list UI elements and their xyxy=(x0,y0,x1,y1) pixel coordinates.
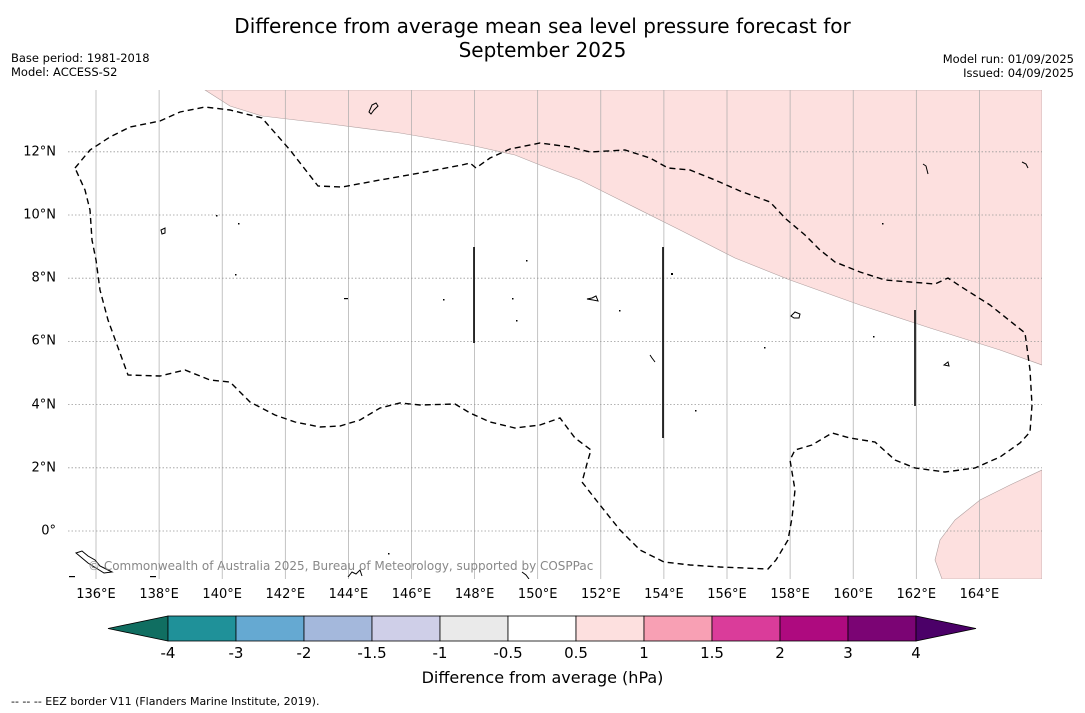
x-tick-label: 148°E xyxy=(454,587,495,602)
x-tick-label: 160°E xyxy=(833,587,873,602)
x-tick-label: 158°E xyxy=(770,587,810,602)
x-tick-label: 150°E xyxy=(517,587,558,602)
title-line-1: Difference from average mean sea level p… xyxy=(234,14,851,38)
x-tick-label: 152°E xyxy=(581,587,621,602)
colorbar-label: 2 xyxy=(775,644,785,662)
y-tick-label: 12°N xyxy=(23,144,56,160)
colorbar-label: 1 xyxy=(639,644,649,662)
x-tick-label: 164°E xyxy=(959,587,1000,602)
model-name: Model: ACCESS-S2 xyxy=(11,65,118,79)
x-tick-label: 156°E xyxy=(707,587,747,602)
x-tick-label: 162°E xyxy=(896,587,937,602)
island-outlines xyxy=(74,102,1029,579)
eez-border xyxy=(74,106,1033,570)
colorbar-label: -2 xyxy=(296,644,312,662)
y-tick-label: 10°N xyxy=(23,207,56,223)
solid-boundaries xyxy=(473,247,916,438)
colorbar-label: 0.5 xyxy=(564,644,588,662)
colorbar-label: 4 xyxy=(911,644,921,662)
shade-region-ne xyxy=(204,90,1042,366)
x-tick-label: 142°E xyxy=(265,587,306,602)
title-line-2: September 2025 xyxy=(458,38,627,62)
y-tick-label: 6°N xyxy=(31,333,57,349)
colorbar-label: 3 xyxy=(843,644,853,662)
island-dots xyxy=(69,215,884,578)
meta-right: Model run: 01/09/2025 Issued: 04/09/2025 xyxy=(943,52,1074,80)
copyright-notice: © Commonwealth of Australia 2025, Bureau… xyxy=(88,559,594,573)
map-title: Difference from average mean sea level p… xyxy=(0,14,1085,62)
y-tick-label: 0° xyxy=(41,523,56,539)
y-tick-label: 2°N xyxy=(31,460,57,476)
x-tick-label: 154°E xyxy=(644,587,684,602)
map-grid xyxy=(68,90,1042,579)
x-tick-label: 136°E xyxy=(76,587,116,602)
map-area xyxy=(68,90,1042,579)
x-tick-label: 140°E xyxy=(202,587,242,602)
model-run: Model run: 01/09/2025 xyxy=(942,52,1074,66)
colorbar-label: -0.5 xyxy=(493,644,523,662)
base-period: Base period: 1981-2018 xyxy=(11,51,150,65)
x-tick-label: 146°E xyxy=(391,587,432,602)
footnote: -- -- -- EEZ border V11 (Flanders Marine… xyxy=(11,695,320,708)
y-tick-label: 4°N xyxy=(31,397,57,413)
colorbar-label: -1 xyxy=(432,644,448,662)
colorbar-label: -3 xyxy=(228,644,244,662)
colorbar-title: Difference from average (hPa) xyxy=(421,668,664,687)
issued-date: Issued: 04/09/2025 xyxy=(963,66,1074,80)
colorbar-label: 1.5 xyxy=(700,644,724,662)
colorbar-label: -1.5 xyxy=(357,644,387,662)
colorbar-label: -4 xyxy=(160,644,176,662)
y-tick-label: 8°N xyxy=(31,270,57,286)
x-tick-label: 138°E xyxy=(139,587,179,602)
meta-left: Base period: 1981-2018 Model: ACCESS-S2 xyxy=(11,51,150,79)
shade-region-se xyxy=(934,469,1042,579)
x-tick-label: 144°E xyxy=(328,587,369,602)
